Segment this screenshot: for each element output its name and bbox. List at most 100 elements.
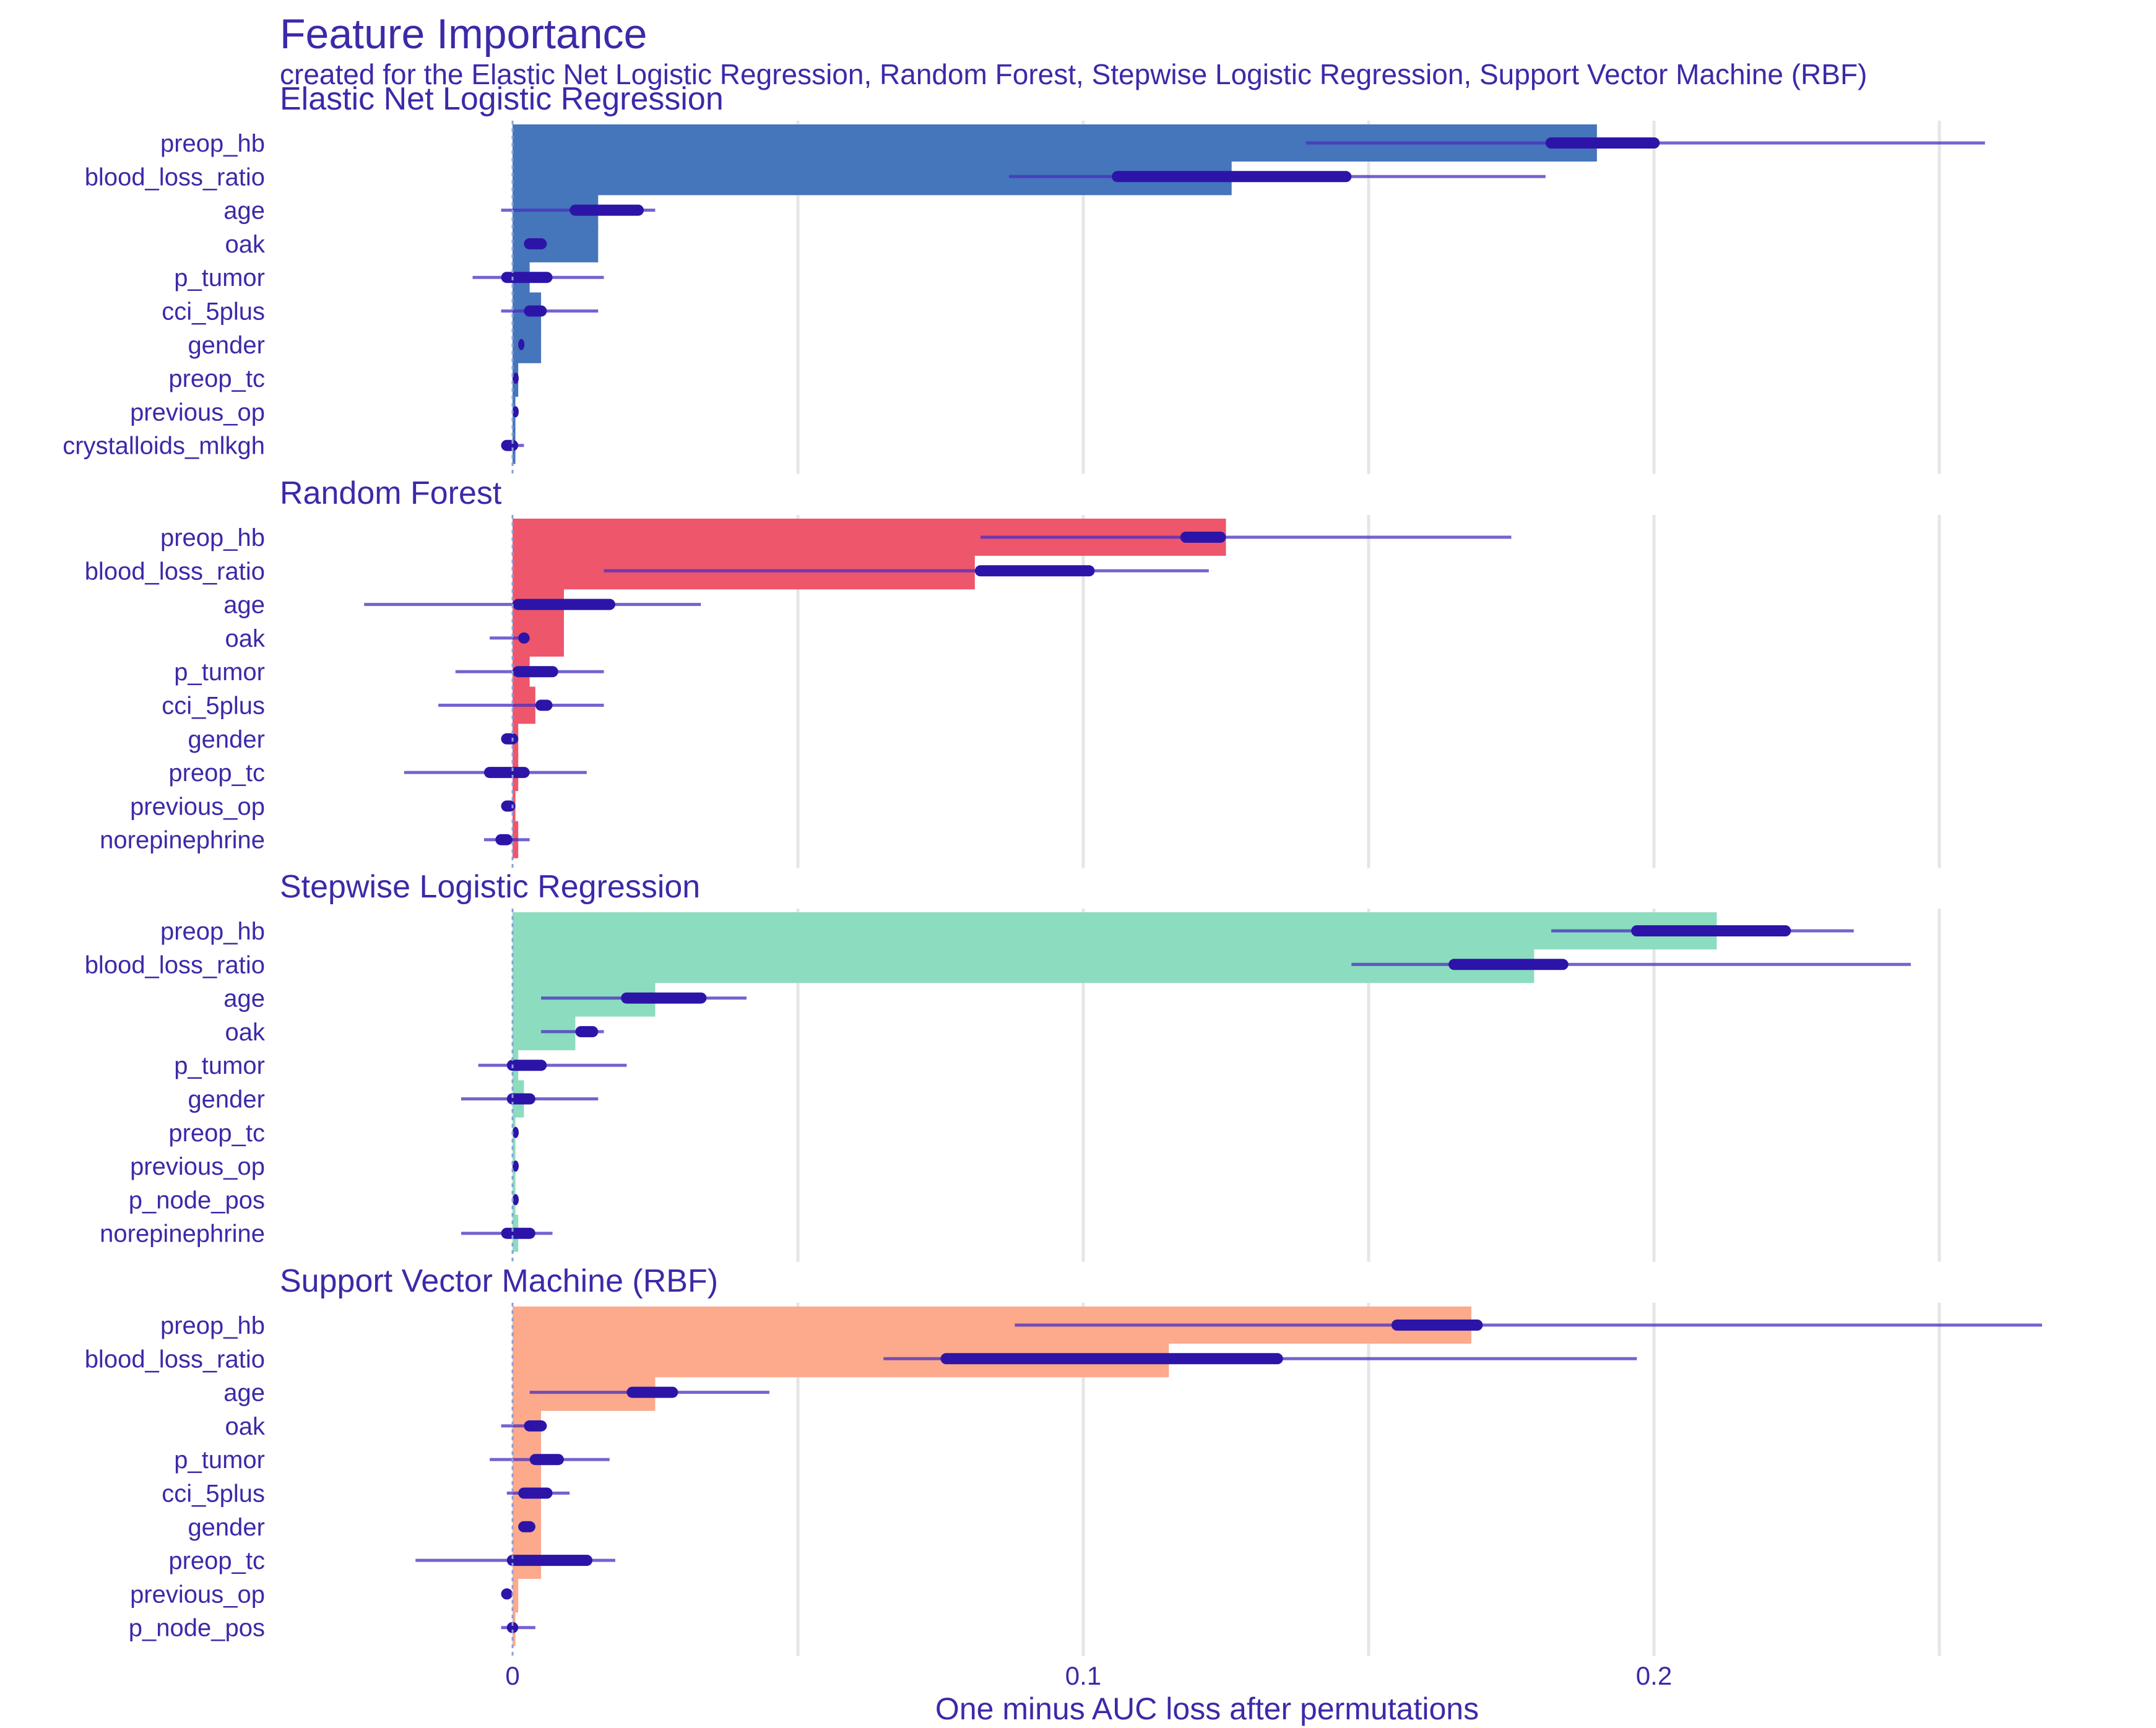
box: [940, 1353, 1283, 1365]
feature-label: oak: [225, 1019, 266, 1046]
x-tick-label: 0.2: [1636, 1661, 1672, 1690]
box: [518, 632, 530, 644]
box: [529, 1454, 564, 1466]
feature-row: gender: [188, 720, 519, 758]
feature-label: gender: [188, 726, 265, 753]
box: [524, 238, 547, 249]
panel-3: Stepwise Logistic Regression preop_hbbloo…: [85, 869, 1941, 1262]
feature-label: preop_hb: [160, 130, 265, 157]
box: [513, 666, 558, 678]
box: [501, 733, 519, 745]
box: [495, 834, 513, 845]
box: [535, 699, 553, 711]
feature-label: norepinephrine: [100, 827, 265, 854]
feature-row: norepinephrine: [100, 821, 530, 858]
feature-label: preop_tc: [168, 759, 265, 787]
feature-label: age: [223, 985, 265, 1013]
feature-label: crystalloids_mlkgh: [63, 433, 265, 460]
feature-label: preop_hb: [160, 1312, 265, 1339]
feature-row: cci_5plus: [162, 292, 599, 330]
box: [513, 1126, 519, 1138]
box: [513, 598, 615, 610]
feature-row: oak: [225, 225, 599, 262]
box: [513, 1194, 519, 1206]
feature-row: cci_5plus: [162, 686, 604, 724]
feature-row: preop_hb: [160, 519, 1512, 556]
panel-title: Random Forest: [280, 475, 502, 511]
feature-label: p_node_pos: [129, 1615, 265, 1642]
feature-row: p_node_pos: [129, 1181, 519, 1219]
box: [518, 1487, 553, 1499]
box: [513, 373, 519, 384]
importance-bar: [513, 912, 1717, 949]
box: [1180, 532, 1226, 543]
box: [518, 1521, 535, 1532]
feature-row: age: [223, 1373, 769, 1411]
feature-label: previous_op: [130, 399, 265, 426]
feature-row: age: [223, 979, 747, 1017]
feature-label: cci_5plus: [162, 1480, 265, 1508]
box: [524, 305, 547, 317]
panel-2: Random Forest preop_hb blood_loss_ratioage…: [85, 475, 1941, 868]
feature-label: age: [223, 197, 265, 225]
chart-title: Feature Importance: [280, 11, 647, 58]
feature-row: preop_hb: [160, 1307, 2042, 1344]
box: [524, 1420, 547, 1432]
feature-row: crystalloids_mlkgh: [63, 426, 524, 464]
feature-row: previous_op: [130, 1147, 519, 1185]
feature-label: age: [223, 592, 265, 619]
feature-label: blood_loss_ratio: [85, 1346, 265, 1373]
feature-label: p_tumor: [174, 659, 265, 686]
feature-label: preop_tc: [168, 1120, 265, 1147]
box: [1545, 137, 1660, 149]
feature-label: preop_tc: [168, 1547, 265, 1575]
feature-label: norepinephrine: [100, 1220, 265, 1248]
box: [501, 1227, 535, 1239]
feature-row: age: [223, 585, 701, 623]
feature-row: gender: [188, 1080, 599, 1118]
box: [501, 800, 516, 812]
feature-label: oak: [225, 1413, 266, 1440]
feature-label: gender: [188, 1514, 265, 1541]
box: [974, 565, 1095, 577]
feature-row: oak: [225, 1013, 604, 1050]
feature-label: previous_op: [130, 1581, 265, 1608]
box: [518, 339, 525, 350]
feature-label: oak: [225, 625, 266, 652]
panel-4: Support Vector Machine (RBF) preop_hbbloo…: [85, 1263, 2042, 1656]
feature-label: preop_tc: [168, 365, 265, 392]
box: [506, 1060, 547, 1071]
feature-row: blood_loss_ratio: [85, 552, 1209, 590]
feature-row: gender: [188, 326, 542, 363]
box: [501, 1588, 513, 1600]
box: [1448, 959, 1569, 970]
panels-layer: Elastic Net Logistic Regressionpreop_hbb…: [63, 81, 2042, 1656]
feature-label: blood_loss_ratio: [85, 558, 265, 585]
box: [575, 1026, 599, 1037]
panel-title: Support Vector Machine (RBF): [280, 1263, 718, 1299]
x-axis: 0 0.1 0.2: [505, 1661, 1672, 1690]
feature-row: previous_op: [130, 787, 516, 825]
feature-label: p_node_pos: [129, 1186, 265, 1214]
x-tick-label: 0.1: [1065, 1661, 1101, 1690]
box: [569, 204, 644, 216]
box: [1391, 1320, 1483, 1331]
feature-row: p_tumor: [174, 1441, 610, 1479]
box: [506, 1555, 593, 1566]
feature-row: p_tumor: [174, 1047, 627, 1084]
feature-label: age: [223, 1380, 265, 1407]
feature-row: p_node_pos: [129, 1609, 535, 1646]
x-axis-title: One minus AUC loss after permutations: [935, 1691, 1479, 1726]
feature-label: blood_loss_ratio: [85, 163, 265, 191]
feature-label: p_tumor: [174, 1446, 265, 1474]
feature-row: oak: [225, 1407, 547, 1445]
importance-bar: [513, 326, 542, 363]
importance-bar: [513, 1575, 519, 1613]
feature-label: gender: [188, 1086, 265, 1113]
feature-row: preop_tc: [168, 360, 519, 397]
panel-1: Elastic Net Logistic Regression preop_hbb…: [63, 81, 1985, 474]
feature-label: cci_5plus: [162, 693, 265, 720]
feature-row: blood_loss_ratio: [85, 158, 1546, 196]
feature-label: previous_op: [130, 1153, 265, 1180]
chart-subtitle: created for the Elastic Net Logistic Reg…: [280, 58, 1867, 90]
